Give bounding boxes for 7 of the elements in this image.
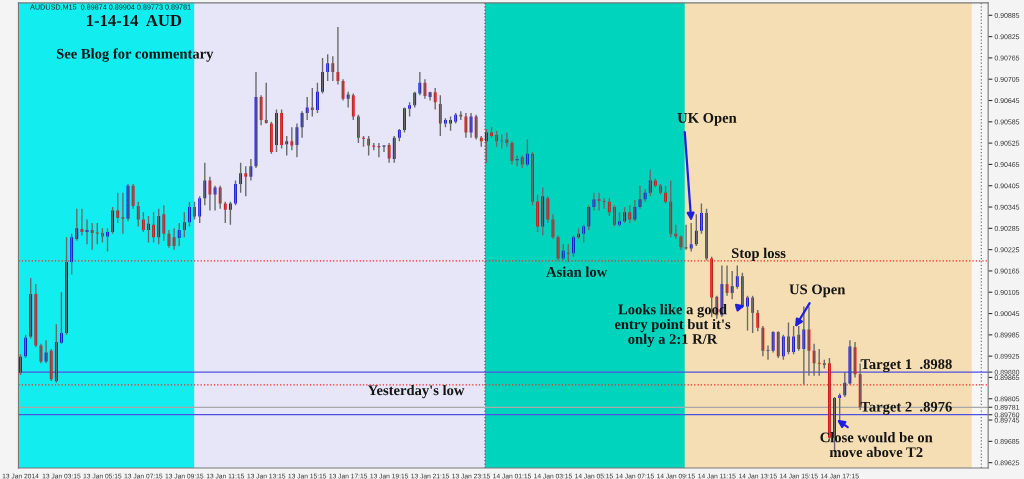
ref-line-label: Target 1 .8988: [860, 359, 952, 373]
text: 1-14-14 AUD: [87, 14, 182, 27]
ref-line-label: Yesterday's low: [367, 384, 465, 399]
ref-line-label: Stop loss: [731, 247, 786, 261]
annotation: US Open: [789, 284, 846, 298]
annotation: Asian low: [546, 266, 608, 277]
ref-line-label: Target 2 .8976: [860, 401, 952, 415]
